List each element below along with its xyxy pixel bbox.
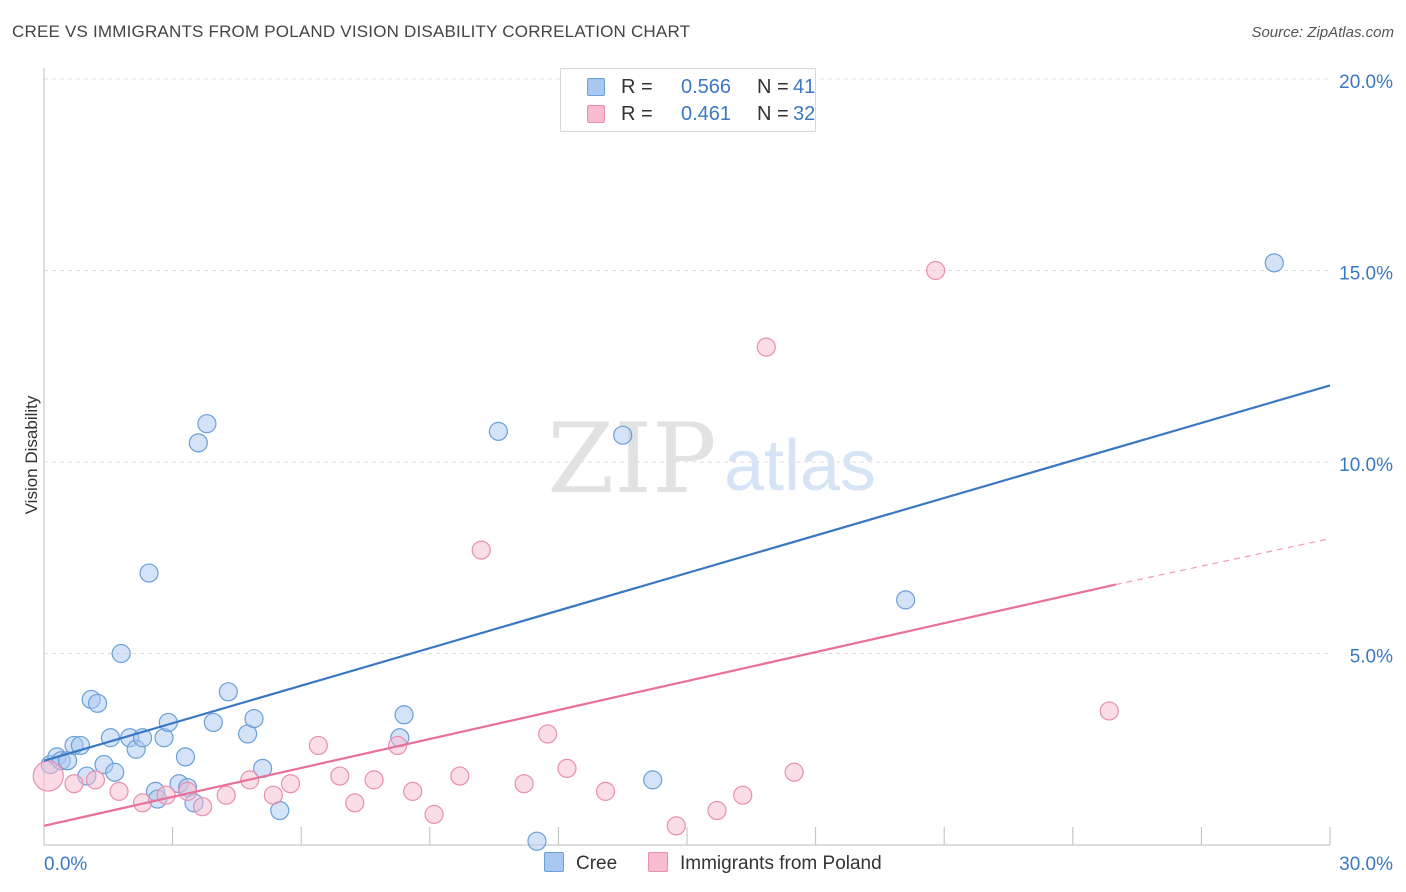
legend-swatch-cree	[587, 78, 605, 96]
source-credit: Source: ZipAtlas.com	[1251, 24, 1394, 41]
legend-r-value: 0.461	[681, 103, 732, 125]
legend-r-label: R =	[621, 103, 653, 125]
poland-point	[109, 781, 129, 801]
bottom-legend-label-cree: Cree	[576, 853, 618, 874]
cree-point	[87, 693, 108, 713]
poland-point	[784, 762, 804, 782]
poland-point	[538, 724, 558, 744]
chart-title: CREE VS IMMIGRANTS FROM POLAND VISION DI…	[12, 22, 691, 41]
poland-point	[64, 774, 84, 794]
watermark-atlas: atlas	[724, 426, 876, 506]
poland-point	[424, 804, 444, 824]
y-tick-label: 20.0%	[1339, 72, 1393, 93]
watermark-zip: ZIP	[547, 403, 716, 515]
cree-point	[203, 712, 223, 733]
cree-point	[105, 762, 125, 782]
y-tick-label: 15.0%	[1339, 264, 1393, 285]
trend-lines	[43, 384, 1331, 827]
poland-point	[280, 774, 301, 794]
cree-point	[197, 414, 217, 434]
cree-point	[111, 643, 131, 664]
cree-point	[643, 770, 663, 790]
legend-n-label: N =	[757, 76, 789, 98]
poland-point	[1099, 701, 1119, 721]
poland-point	[733, 785, 753, 805]
axes	[43, 68, 1331, 846]
poland-point	[308, 735, 328, 756]
poland-point	[756, 337, 776, 357]
poland-point	[557, 758, 577, 779]
watermark: ZIP atlas	[547, 403, 876, 515]
data-points	[32, 253, 1284, 851]
poland-point	[193, 797, 213, 817]
legend-n-value: 41	[793, 76, 816, 98]
poland-trend-line	[43, 583, 1116, 827]
poland-point	[263, 785, 283, 805]
poland-point	[595, 781, 616, 801]
cree-point	[218, 682, 238, 702]
bottom-legend-swatch-poland	[648, 852, 668, 872]
poland-point	[926, 260, 946, 281]
legend-swatch-poland	[587, 105, 605, 123]
poland-point	[85, 770, 106, 790]
x-tick-label: 30.0%	[1339, 854, 1393, 875]
legend-n-value: 32	[793, 103, 816, 125]
poland-point	[364, 770, 384, 790]
poland-point	[514, 774, 534, 794]
y-tick-label: 5.0%	[1350, 647, 1393, 668]
legend-r-label: R =	[621, 76, 653, 98]
stats-legend: R = 0.566 N = 41 R = 0.461 N = 32	[560, 68, 816, 132]
gridlines	[44, 78, 1330, 654]
poland-point	[403, 781, 423, 801]
bottom-legend-swatch-cree	[544, 852, 564, 872]
bottom-legend-cree: Cree	[544, 852, 617, 875]
cree-point	[488, 421, 508, 441]
tick-labels: 5.0% 10.0% 15.0% 20.0% 0.0% 30.0%	[44, 72, 1393, 875]
cree-point	[896, 590, 916, 610]
legend-r-value: 0.566	[681, 76, 732, 98]
cree-point	[1264, 253, 1284, 273]
poland-point	[32, 760, 64, 792]
poland-point	[666, 816, 686, 836]
cree-point	[394, 705, 414, 725]
poland-point	[471, 540, 491, 560]
poland-point	[450, 766, 470, 786]
bottom-legend-label-poland: Immigrants from Poland	[680, 853, 882, 874]
y-tick-label: 10.0%	[1339, 455, 1393, 476]
cree-point	[188, 433, 208, 453]
cree-point	[244, 709, 264, 729]
cree-point	[175, 747, 196, 767]
poland-point	[156, 785, 176, 805]
cree-trend-line	[43, 384, 1331, 762]
poland-trend-extension	[1115, 538, 1331, 586]
cree-point	[613, 425, 633, 445]
cree-point	[527, 831, 547, 851]
poland-point	[345, 793, 365, 813]
bottom-legend-poland: Immigrants from Poland	[648, 852, 882, 875]
poland-point	[707, 800, 727, 821]
x-tick-label: 0.0%	[44, 854, 87, 875]
cree-point	[139, 563, 159, 583]
legend-n-label: N =	[757, 103, 789, 125]
poland-point	[330, 766, 350, 786]
poland-point	[216, 785, 236, 805]
